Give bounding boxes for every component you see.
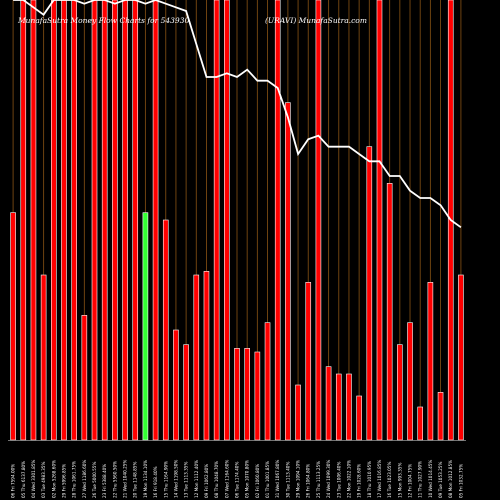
x-tick-label: 20 Tue 1148.85% [133,462,138,498]
x-tick-label: 14 Wed 1198.50% [173,460,178,498]
x-tick-label: 25 Thu 1113.25% [316,461,321,498]
bar [335,373,342,441]
x-tick-label: 05 Mon 1070.80% [245,460,250,498]
bar [274,0,281,441]
x-tick-label: 29 Mon 1094.10% [296,460,301,498]
x-tick-label: 11 Thu 1027.90% [418,461,423,498]
bar [244,348,250,441]
bar [346,373,352,441]
x-tick-label: 09 Fri 1062.80% [204,464,209,498]
x-tick-label: 26 Fri 1064.80% [306,464,311,498]
bar [122,0,128,441]
chart-title-left: MunafaSutra Money Flow Charts for 543930 [17,16,189,25]
bar [407,322,413,441]
x-tick-label: 15 Mon 993.35% [397,463,402,498]
bar [203,271,210,441]
x-tick-label: 05 Thu 6137.80% [21,461,26,498]
bar [112,0,118,441]
x-tick-label: 30 Tue 1113.40% [285,462,290,498]
bar [356,395,362,441]
x-tick-label: 24 Wed 1099.30% [326,460,331,498]
bar [10,212,16,441]
x-tick-label: 07 Wed 1164.60% [224,460,229,498]
x-tick-label: 05 Fri 1032.75% [458,464,463,498]
x-tick-label: 18 Thu 1010.95% [367,461,372,498]
x-tick-label: 23 Tue 1006.40% [336,462,341,498]
bar [376,0,383,441]
bar [30,0,37,441]
bar [20,0,27,441]
bar [71,0,77,441]
x-tick-label: 17 Wed 1016.85% [377,460,382,498]
x-tick-label: 22 Mon 1022.10% [346,460,351,498]
x-tick-label: 03 Tue 4983.35% [41,462,46,498]
x-tick-label: 26 Tue 5000.55% [92,462,97,498]
bar [183,344,189,441]
x-tick-label: 29 Fri 5996.85% [61,464,66,498]
bar-series [10,0,464,441]
x-tick-label: 06 Tue 1174.40% [235,462,240,498]
x-tick-label: 19 Mon 1134.10% [143,460,148,498]
bar [81,315,88,441]
bar [315,0,322,441]
bar [264,322,271,441]
bar [61,0,67,441]
x-tick-label: 08 Thu 1048.70% [214,461,219,498]
bar [254,351,261,441]
line-path [13,0,462,229]
x-tick-label: 19 Fri 1028.60% [357,464,362,498]
x-tick-label: 15 Thu 1164.90% [163,461,168,498]
bar [132,0,139,441]
x-tick-label: 12 Mon 1112.40% [194,460,199,498]
x-tick-label: 06 Fri 7594.00% [11,464,16,498]
bar [213,0,220,441]
x-tick-label: 09 Tue 1053.25% [438,462,443,498]
bar [417,406,424,441]
bar [152,0,159,441]
x-tick-label: 16 Fri 918.40% [153,466,158,498]
bar [295,384,301,441]
x-tick-label: 23 Fri 5388.40% [102,464,107,498]
bar [386,183,393,441]
bar [40,274,47,441]
bar [101,0,108,441]
x-tick-label: 01 Thu 1001.85% [265,461,270,498]
chart-title-right: (URAVI) MunafaSutra.com [265,16,367,25]
x-tick-label: 27 Wed 1186.60% [82,460,87,498]
bar [234,348,240,441]
bar [458,274,464,441]
x-tick-label: 02 Fri 1060.80% [255,464,260,498]
bar [366,146,373,441]
bar [437,392,444,441]
x-tick-label: 10 Wed 1014.45% [428,460,433,498]
x-tick-label: 22 Thu 5560.50% [112,461,117,498]
bar [162,219,169,441]
bar [50,0,57,441]
bar [142,212,149,441]
line-series [13,0,462,229]
x-tick-label: 08 Mon 1012.85% [448,460,453,498]
bar [193,274,200,441]
bar [173,329,179,441]
bar [325,366,332,441]
x-tick-label: 31 Wed 1067.80% [275,460,280,498]
bar [427,282,434,441]
bar [91,0,98,441]
bar [305,282,312,441]
x-tick-label: 13 Tue 1113.35% [184,462,189,498]
bar [224,0,230,441]
bar [285,102,291,441]
x-tick-labels: 06 Fri 7594.00% 05 Thu 6137.80% 04 Wed 330… [11,460,464,498]
bar [397,344,403,441]
x-tick-label: 12 Fri 1004.75% [408,464,413,498]
x-tick-label: 16 Tue 1023.05% [387,462,392,498]
x-tick-label: 28 Thu 1061.75% [72,461,77,498]
x-tick-label: 21 Wed 1040.25% [123,460,128,498]
x-tick-label: 02 Mon 5268.60% [51,460,56,498]
x-tick-label: 04 Wed 3301.85% [31,460,36,498]
